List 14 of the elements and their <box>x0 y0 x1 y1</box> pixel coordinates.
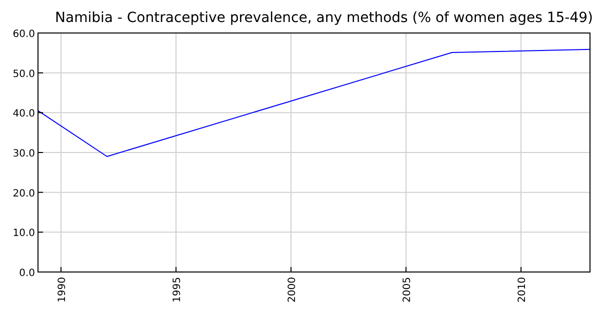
y-tick-label: 40.0 <box>12 108 35 120</box>
x-tick-label: 1990 <box>57 277 68 302</box>
x-tick-label: 2000 <box>287 277 298 302</box>
y-tick-label: 30.0 <box>12 148 35 160</box>
y-tick-label: 60.0 <box>12 29 35 40</box>
chart-title: Namibia - Contraceptive prevalence, any methods (% of women ages 15-49) <box>55 10 593 26</box>
x-tick-label: 2010 <box>517 277 528 302</box>
x-tick-label: 1995 <box>172 277 183 302</box>
line-series <box>38 48 590 157</box>
y-tick-label: 50.0 <box>12 68 35 80</box>
y-tick-label: 10.0 <box>12 228 35 240</box>
y-tick-label: 20.0 <box>12 188 35 200</box>
x-tick-label: 2005 <box>402 277 413 302</box>
y-tick-label: 0.0 <box>19 268 35 279</box>
